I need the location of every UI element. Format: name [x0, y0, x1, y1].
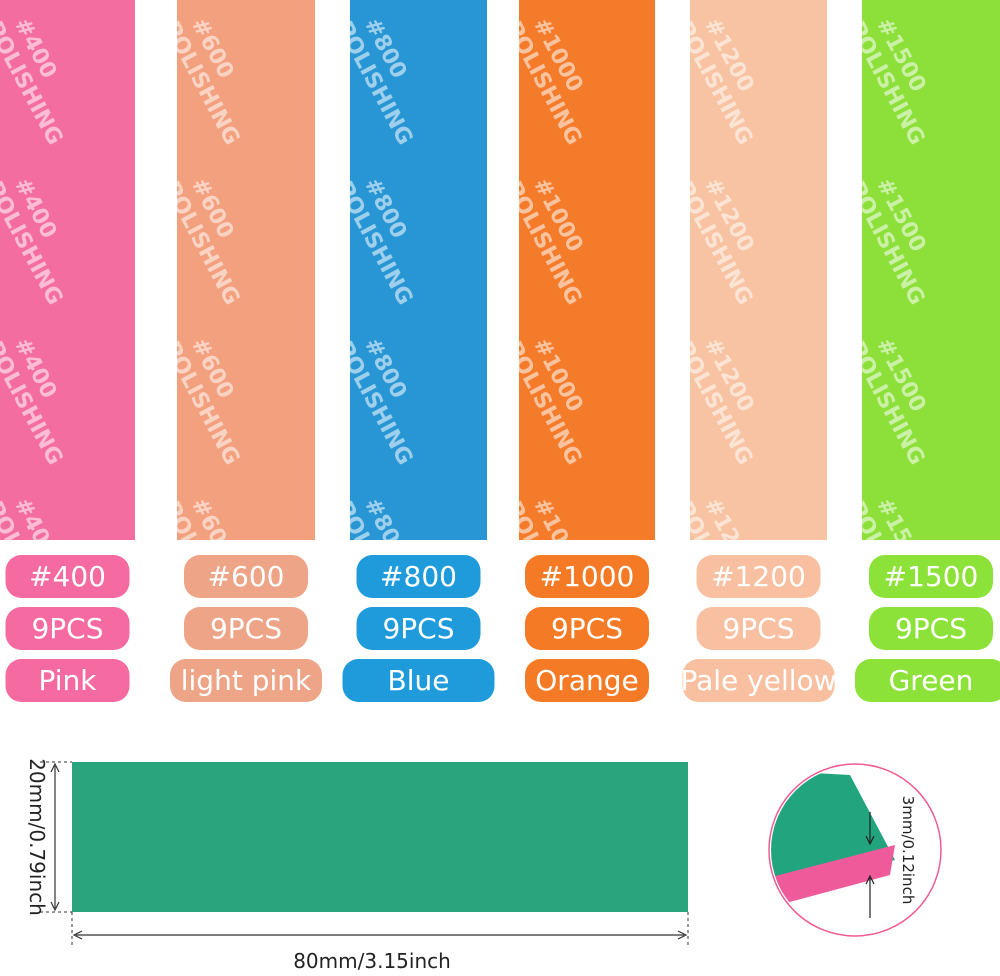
spec-pill: [525, 659, 649, 702]
spec-pill: [525, 607, 649, 650]
dimension-arrows: [50, 762, 688, 940]
spec-pills: #400 9PCS Pink #600 9PCS light pink #800 9PCS Bl…: [5, 555, 1000, 702]
spec-pill: [5, 555, 130, 598]
sponge-block: #1200POLISHING#1200POLISHING#1200POLISHI…: [690, 0, 827, 540]
sponge-block: #600POLISHING#600POLISHING#600POLISHING#…: [177, 0, 315, 540]
spec-pill: [184, 555, 308, 598]
sponge-block: #800POLISHING#800POLISHING#800POLISHING#…: [350, 0, 487, 540]
spec-grit: #600: [208, 560, 285, 593]
spec-pill: [170, 659, 322, 702]
sponge: [519, 0, 655, 540]
spec-pill: [5, 607, 130, 650]
spec-color-name: Blue: [388, 664, 450, 697]
sponge: [862, 0, 1000, 540]
sponge-blocks: #400POLISHING#400POLISHING#400POLISHING#…: [0, 0, 1000, 540]
spec-pill: [356, 555, 481, 598]
spec-count: 9PCS: [31, 612, 103, 645]
spec-color-name: Orange: [535, 664, 638, 697]
spec-color-name: light pink: [181, 664, 312, 697]
spec-pill: [356, 607, 481, 650]
spec-color-name: Pale yellow: [680, 664, 836, 697]
sponge: [690, 0, 827, 540]
spec-grit: #800: [380, 560, 457, 593]
spec-pill: [696, 607, 821, 650]
height-label: 20mm/0.79inch: [25, 758, 49, 916]
spec-pill: [5, 659, 130, 702]
thickness-label: 3mm/0.12inch: [899, 796, 917, 905]
spec-pill: [682, 659, 835, 702]
spec-count: 9PCS: [895, 612, 967, 645]
sponge-block: #400POLISHING#400POLISHING#400POLISHING#…: [0, 0, 135, 540]
spec-pill: [184, 607, 308, 650]
spec-color-name: Green: [889, 664, 974, 697]
sponge: [0, 0, 135, 540]
sponge: [177, 0, 315, 540]
thickness-arrows: [865, 812, 875, 918]
spec-pill: [342, 659, 495, 702]
spec-pill: [525, 555, 649, 598]
spec-count: 9PCS: [722, 612, 794, 645]
spec-grit: #400: [29, 560, 106, 593]
sponge-block: #1500POLISHING#1500POLISHING#1500POLISHI…: [862, 0, 1000, 540]
spec-grit: #1500: [884, 560, 979, 593]
spec-grit: #1200: [711, 560, 806, 593]
sponge-side-view: [72, 762, 688, 912]
spec-count: 9PCS: [210, 612, 282, 645]
thickness-detail: [771, 770, 895, 910]
spec-pill: [696, 555, 821, 598]
spec-pill: [869, 607, 993, 650]
spec-pill: [869, 555, 993, 598]
spec-count: 9PCS: [382, 612, 454, 645]
spec-color-name: Pink: [38, 664, 97, 697]
dimension-guides: [40, 761, 689, 945]
length-label: 80mm/3.15inch: [293, 949, 451, 973]
spec-count: 9PCS: [551, 612, 623, 645]
spec-grit: #1000: [540, 560, 635, 593]
spec-pill: [855, 659, 1000, 702]
sponge: [350, 0, 487, 540]
sponge-block: #1000POLISHING#1000POLISHING#1000POLISHI…: [519, 0, 655, 540]
